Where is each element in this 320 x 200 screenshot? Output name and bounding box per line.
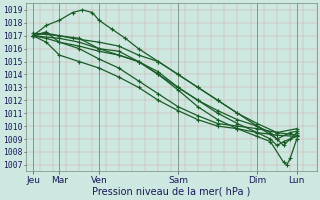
- X-axis label: Pression niveau de la mer( hPa ): Pression niveau de la mer( hPa ): [92, 187, 251, 197]
